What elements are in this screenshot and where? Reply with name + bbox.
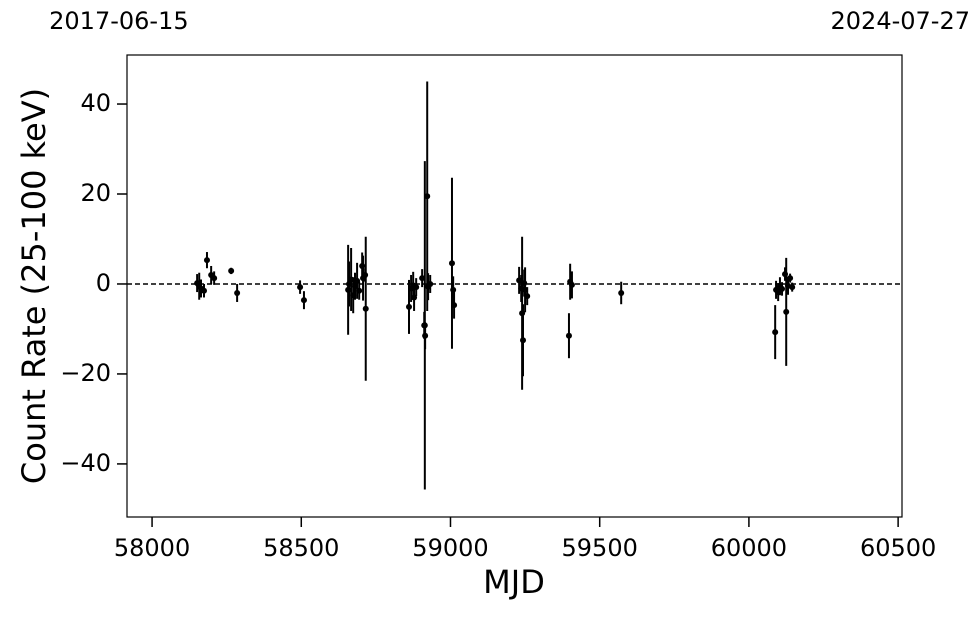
y-tick-label: 20 bbox=[80, 179, 111, 207]
y-tick-label: −40 bbox=[60, 449, 111, 477]
plot-frame bbox=[126, 54, 903, 518]
top-date-label: 2017-06-15 bbox=[49, 7, 188, 35]
data-point bbox=[520, 337, 527, 344]
data-point bbox=[565, 332, 572, 339]
y-axis-label: Count Rate (25-100 keV) bbox=[15, 88, 53, 484]
y-tick-label: 40 bbox=[80, 89, 111, 117]
x-tick-label: 59000 bbox=[412, 534, 488, 562]
data-point bbox=[234, 289, 241, 296]
data-point bbox=[200, 287, 207, 294]
data-point bbox=[787, 275, 794, 282]
data-point bbox=[779, 285, 786, 292]
data-point bbox=[568, 281, 575, 288]
data-point bbox=[772, 329, 779, 336]
data-point bbox=[419, 275, 426, 282]
data-point bbox=[618, 289, 625, 296]
data-point bbox=[297, 284, 304, 291]
data-point bbox=[451, 302, 458, 309]
data-point bbox=[362, 305, 369, 312]
data-point bbox=[450, 286, 457, 293]
data-point bbox=[448, 260, 455, 267]
data-point bbox=[406, 303, 413, 310]
y-tick-label: −20 bbox=[60, 359, 111, 387]
data-point bbox=[413, 284, 420, 291]
x-tick-label: 59500 bbox=[562, 534, 638, 562]
top-date-label: 2024-07-27 bbox=[831, 7, 970, 35]
data-point bbox=[424, 193, 431, 200]
x-tick-label: 60000 bbox=[711, 534, 787, 562]
data-point bbox=[524, 293, 531, 300]
data-point bbox=[203, 257, 210, 264]
x-tick-label: 60500 bbox=[860, 534, 936, 562]
y-tick-label: 0 bbox=[96, 269, 111, 297]
data-point bbox=[783, 308, 790, 315]
x-axis-label: MJD bbox=[483, 563, 545, 601]
data-point bbox=[427, 280, 434, 287]
x-tick-label: 58000 bbox=[114, 534, 190, 562]
data-point bbox=[789, 284, 796, 291]
data-point bbox=[211, 275, 218, 282]
data-point bbox=[356, 287, 363, 294]
data-point bbox=[300, 297, 307, 304]
x-tick-label: 58500 bbox=[263, 534, 339, 562]
data-point bbox=[228, 267, 235, 274]
data-point bbox=[422, 332, 429, 339]
